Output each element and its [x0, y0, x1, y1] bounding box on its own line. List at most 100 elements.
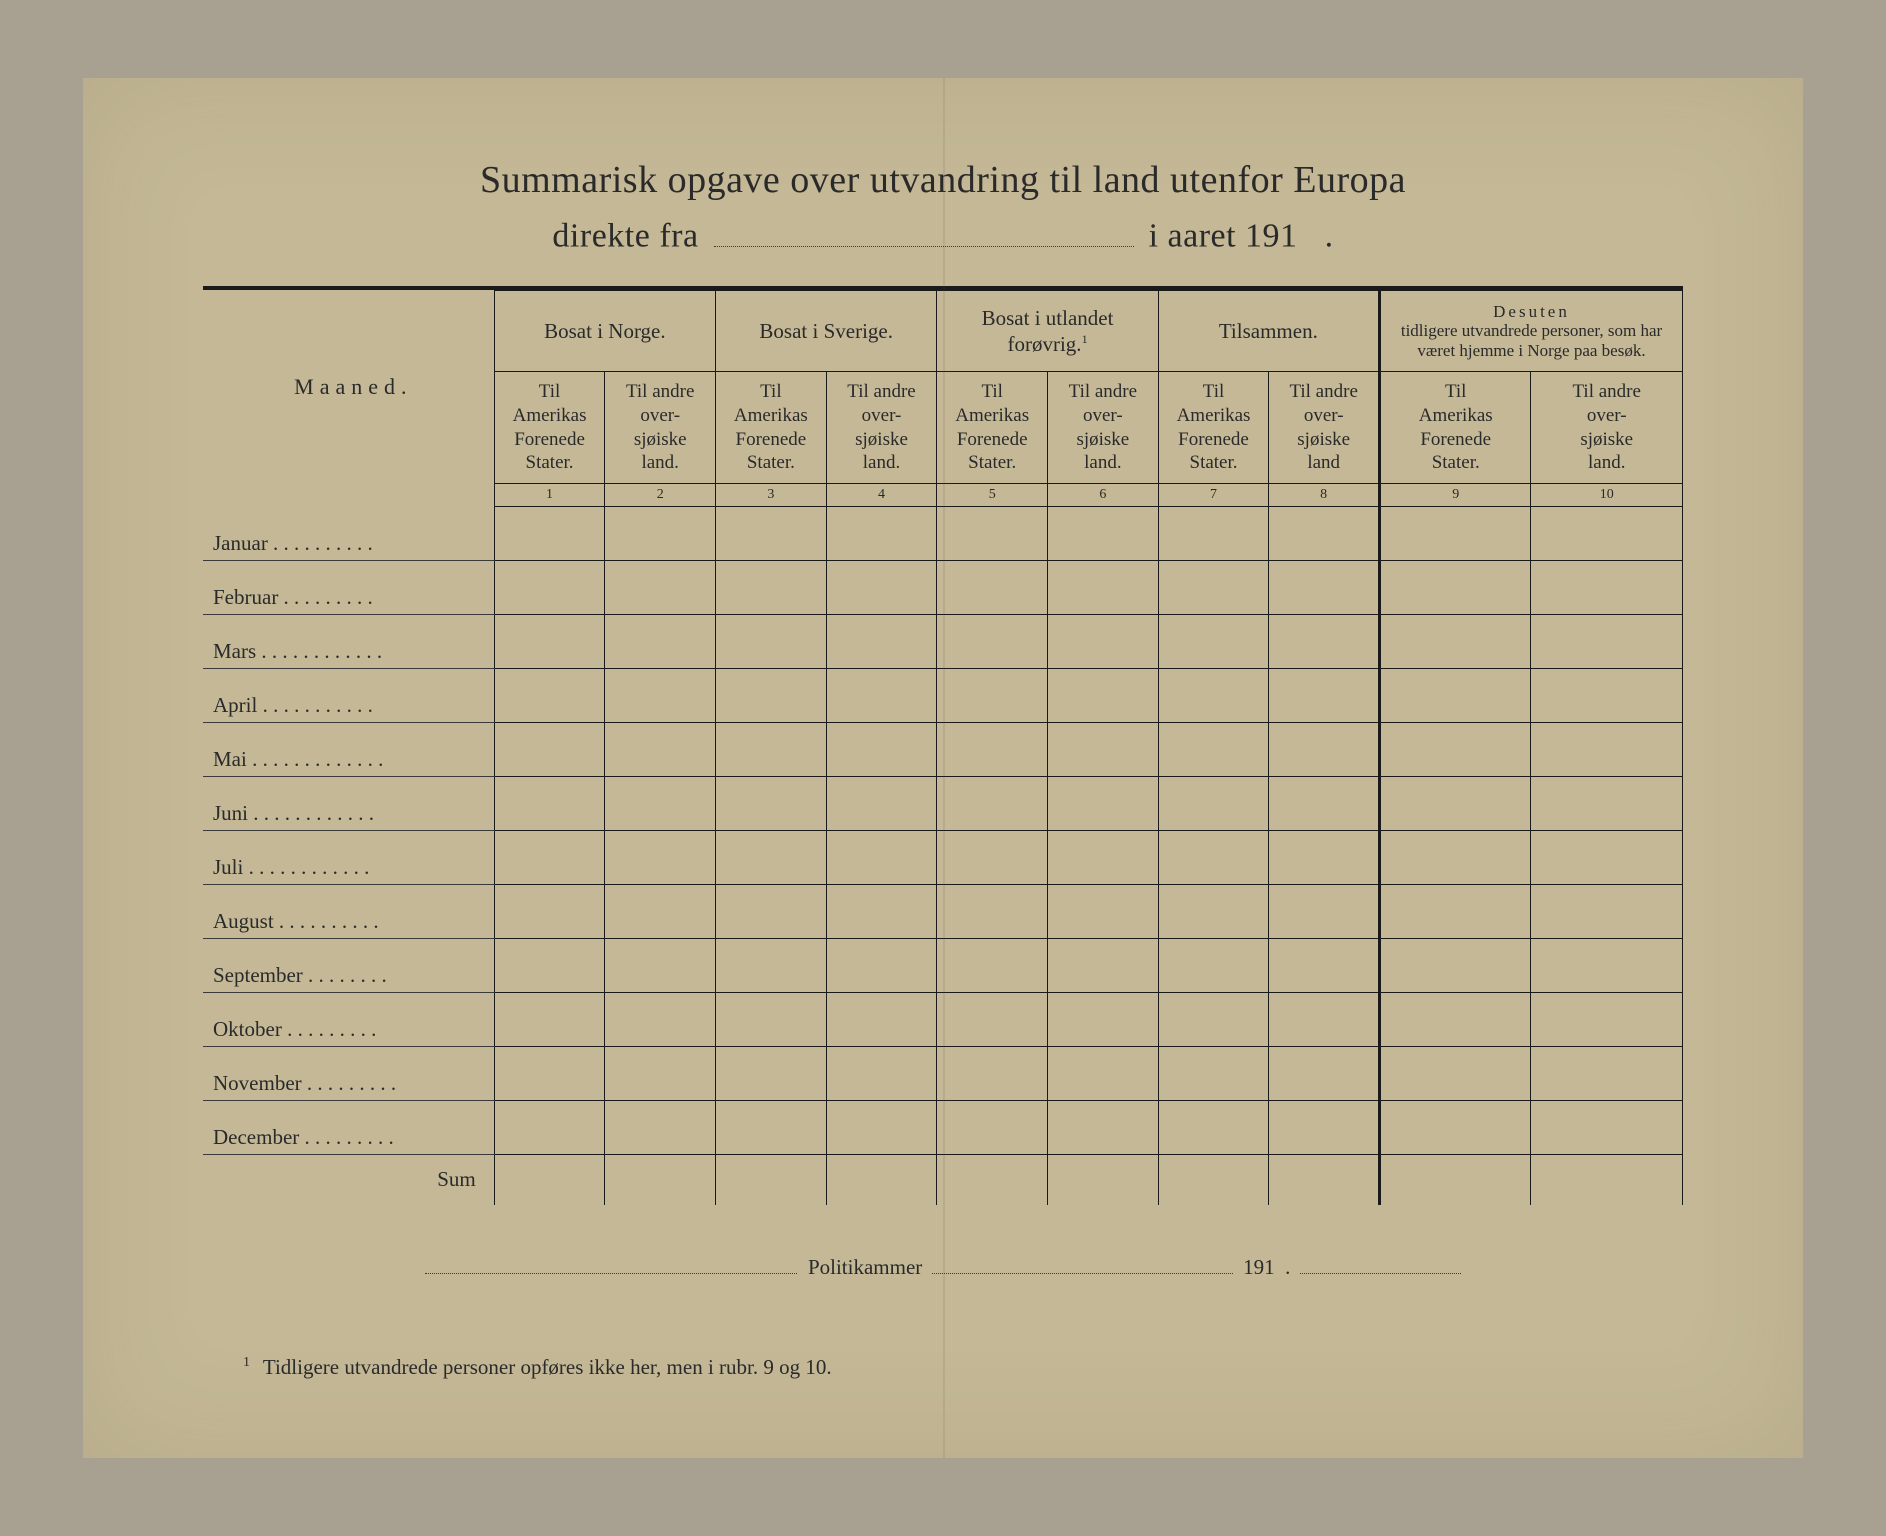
data-cell[interactable]	[1269, 507, 1380, 561]
data-cell[interactable]	[1531, 1047, 1683, 1101]
data-cell[interactable]	[937, 561, 1048, 615]
data-cell[interactable]	[716, 723, 827, 777]
data-cell[interactable]	[1048, 885, 1159, 939]
data-cell[interactable]	[716, 1047, 827, 1101]
data-cell[interactable]	[1158, 507, 1269, 561]
data-cell[interactable]	[1531, 669, 1683, 723]
data-cell[interactable]	[1380, 885, 1531, 939]
data-cell[interactable]	[1158, 1047, 1269, 1101]
data-cell[interactable]	[605, 561, 716, 615]
data-cell[interactable]	[1048, 723, 1159, 777]
data-cell[interactable]	[937, 1047, 1048, 1101]
data-cell[interactable]	[937, 723, 1048, 777]
data-cell[interactable]	[716, 1101, 827, 1155]
data-cell[interactable]	[1531, 939, 1683, 993]
data-cell[interactable]	[494, 723, 605, 777]
data-cell[interactable]	[1380, 777, 1531, 831]
title-blank-line[interactable]	[714, 216, 1134, 247]
data-cell[interactable]	[826, 615, 937, 669]
data-cell[interactable]	[826, 777, 937, 831]
data-cell[interactable]	[494, 615, 605, 669]
data-cell[interactable]	[826, 669, 937, 723]
data-cell[interactable]	[1531, 615, 1683, 669]
data-cell[interactable]	[826, 939, 937, 993]
data-cell[interactable]	[494, 939, 605, 993]
data-cell[interactable]	[1158, 777, 1269, 831]
data-cell[interactable]	[1158, 831, 1269, 885]
data-cell[interactable]	[1048, 669, 1159, 723]
data-cell[interactable]	[1269, 993, 1380, 1047]
data-cell[interactable]	[716, 507, 827, 561]
data-cell[interactable]	[494, 507, 605, 561]
data-cell[interactable]	[826, 885, 937, 939]
data-cell[interactable]	[1269, 615, 1380, 669]
data-cell[interactable]	[1269, 777, 1380, 831]
data-cell[interactable]	[716, 939, 827, 993]
data-cell[interactable]	[826, 723, 937, 777]
data-cell[interactable]	[1380, 561, 1531, 615]
data-cell[interactable]	[494, 885, 605, 939]
data-cell[interactable]	[937, 939, 1048, 993]
data-cell[interactable]	[1158, 723, 1269, 777]
data-cell[interactable]	[1380, 993, 1531, 1047]
data-cell[interactable]	[1531, 561, 1683, 615]
data-cell[interactable]	[605, 993, 716, 1047]
data-cell[interactable]	[1158, 939, 1269, 993]
sum-cell[interactable]	[1380, 1155, 1531, 1205]
data-cell[interactable]	[1531, 723, 1683, 777]
data-cell[interactable]	[1380, 831, 1531, 885]
data-cell[interactable]	[716, 615, 827, 669]
data-cell[interactable]	[1048, 507, 1159, 561]
data-cell[interactable]	[1048, 561, 1159, 615]
data-cell[interactable]	[605, 831, 716, 885]
data-cell[interactable]	[1380, 669, 1531, 723]
data-cell[interactable]	[605, 723, 716, 777]
data-cell[interactable]	[716, 777, 827, 831]
data-cell[interactable]	[1269, 723, 1380, 777]
data-cell[interactable]	[1269, 885, 1380, 939]
data-cell[interactable]	[826, 1047, 937, 1101]
data-cell[interactable]	[1048, 831, 1159, 885]
data-cell[interactable]	[605, 1101, 716, 1155]
data-cell[interactable]	[605, 885, 716, 939]
data-cell[interactable]	[1531, 831, 1683, 885]
data-cell[interactable]	[605, 1047, 716, 1101]
data-cell[interactable]	[494, 561, 605, 615]
data-cell[interactable]	[1380, 1047, 1531, 1101]
data-cell[interactable]	[937, 777, 1048, 831]
data-cell[interactable]	[1269, 561, 1380, 615]
data-cell[interactable]	[605, 615, 716, 669]
data-cell[interactable]	[1380, 615, 1531, 669]
data-cell[interactable]	[937, 1101, 1048, 1155]
sum-cell[interactable]	[605, 1155, 716, 1205]
data-cell[interactable]	[605, 777, 716, 831]
data-cell[interactable]	[1158, 1101, 1269, 1155]
data-cell[interactable]	[1380, 1101, 1531, 1155]
data-cell[interactable]	[494, 777, 605, 831]
data-cell[interactable]	[826, 831, 937, 885]
data-cell[interactable]	[1048, 615, 1159, 669]
data-cell[interactable]	[1531, 777, 1683, 831]
data-cell[interactable]	[1531, 993, 1683, 1047]
data-cell[interactable]	[826, 993, 937, 1047]
data-cell[interactable]	[1380, 939, 1531, 993]
data-cell[interactable]	[494, 669, 605, 723]
data-cell[interactable]	[1380, 507, 1531, 561]
data-cell[interactable]	[1048, 1047, 1159, 1101]
data-cell[interactable]	[494, 993, 605, 1047]
data-cell[interactable]	[494, 831, 605, 885]
data-cell[interactable]	[1531, 885, 1683, 939]
data-cell[interactable]	[605, 939, 716, 993]
sum-cell[interactable]	[826, 1155, 937, 1205]
data-cell[interactable]	[1158, 615, 1269, 669]
data-cell[interactable]	[826, 507, 937, 561]
data-cell[interactable]	[937, 885, 1048, 939]
data-cell[interactable]	[1269, 939, 1380, 993]
data-cell[interactable]	[1269, 831, 1380, 885]
data-cell[interactable]	[937, 615, 1048, 669]
sum-cell[interactable]	[1158, 1155, 1269, 1205]
data-cell[interactable]	[937, 831, 1048, 885]
data-cell[interactable]	[937, 507, 1048, 561]
sum-cell[interactable]	[494, 1155, 605, 1205]
data-cell[interactable]	[716, 885, 827, 939]
